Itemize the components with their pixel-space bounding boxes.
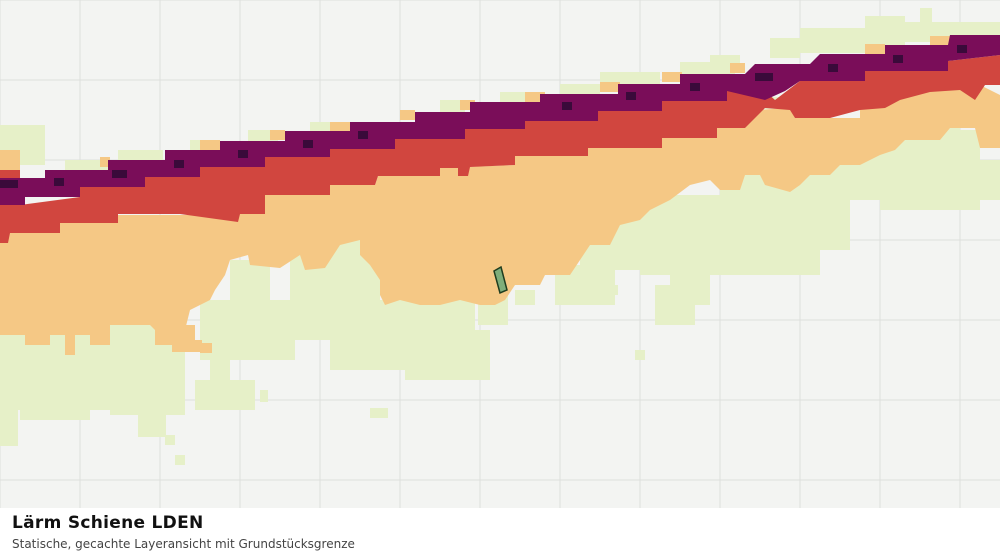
noise-cell-highest	[238, 150, 248, 158]
noise-cell-lowest	[260, 390, 268, 402]
noise-cell-lowest	[635, 350, 645, 360]
noise-cell-lowest	[770, 38, 800, 58]
noise-cell-lowest	[20, 400, 90, 420]
noise-cell-low	[200, 140, 220, 150]
noise-cell-highest	[828, 64, 838, 72]
noise-cell-highest	[303, 140, 313, 148]
noise-cell-highest	[174, 160, 184, 168]
noise-cell-lowest	[440, 370, 490, 380]
noise-cell-low	[270, 130, 285, 140]
noise-map[interactable]	[0, 0, 1000, 508]
noise-map-canvas	[0, 0, 1000, 508]
noise-band-very-high	[0, 35, 1000, 205]
noise-cell-lowest	[560, 84, 600, 96]
noise-band-low-shape	[0, 80, 1000, 335]
noise-band-lowest	[0, 8, 1000, 465]
noise-cell-lowest	[165, 435, 175, 445]
noise-band-low	[0, 36, 1000, 355]
noise-cell-lowest	[370, 408, 388, 418]
noise-cell-lowest	[800, 200, 850, 250]
noise-cell-low	[400, 110, 415, 120]
noise-cell-lowest	[670, 255, 710, 305]
noise-cell-low	[600, 82, 620, 92]
noise-cell-low	[0, 150, 20, 170]
noise-cell-low	[662, 72, 682, 82]
noise-cell-highest	[358, 131, 368, 139]
noise-cell-lowest	[600, 72, 660, 84]
noise-cell-lowest	[975, 160, 1000, 200]
noise-cell-lowest	[0, 410, 18, 446]
noise-cell-highest	[957, 45, 967, 53]
noise-cell-lowest	[230, 260, 270, 320]
noise-cell-low	[200, 343, 212, 353]
noise-cell-low	[25, 335, 50, 345]
noise-cell-lowest	[138, 400, 166, 437]
noise-cell-low	[172, 340, 202, 352]
noise-cell-highest	[0, 180, 18, 188]
noise-cell-low	[90, 335, 110, 345]
layer-description: Statische, gecachte Layeransicht mit Gru…	[12, 537, 355, 551]
noise-cell-highest	[626, 92, 636, 100]
noise-cell-highest	[112, 170, 127, 178]
noise-cell-lowest	[175, 455, 185, 465]
noise-cell-low	[865, 44, 885, 54]
noise-band-very-high-shape	[0, 35, 1000, 205]
noise-cell-low	[100, 157, 110, 167]
noise-cell-lowest	[920, 8, 932, 23]
parcel-boundary[interactable]	[493, 265, 508, 295]
noise-cell-lowest	[865, 16, 905, 46]
noise-cell-highest	[893, 55, 903, 63]
noise-band-high	[0, 55, 1000, 243]
noise-cell-highest	[755, 73, 773, 81]
layer-title: Lärm Schiene LDEN	[12, 513, 204, 533]
noise-cell-low	[460, 100, 475, 110]
noise-cell-low	[525, 92, 545, 102]
noise-cell-lowest	[440, 100, 465, 112]
noise-cell-low	[730, 63, 745, 73]
noise-cell-highest	[690, 83, 700, 91]
noise-cell-lowest	[0, 335, 110, 410]
noise-cell-lowest	[210, 355, 230, 395]
noise-cell-lowest	[608, 285, 618, 295]
map-caption: Lärm Schiene LDEN Statische, gecachte La…	[0, 508, 1000, 560]
noise-cell-low	[330, 122, 350, 132]
noise-band-highest	[0, 45, 967, 188]
noise-band-high-shape	[0, 55, 1000, 243]
noise-cell-low	[65, 335, 75, 355]
noise-cell-lowest	[515, 290, 535, 305]
noise-cell-lowest	[375, 300, 475, 350]
noise-cell-lowest	[940, 120, 960, 180]
noise-cell-low	[930, 36, 950, 46]
noise-cell-highest	[54, 178, 64, 186]
noise-cell-highest	[562, 102, 572, 110]
